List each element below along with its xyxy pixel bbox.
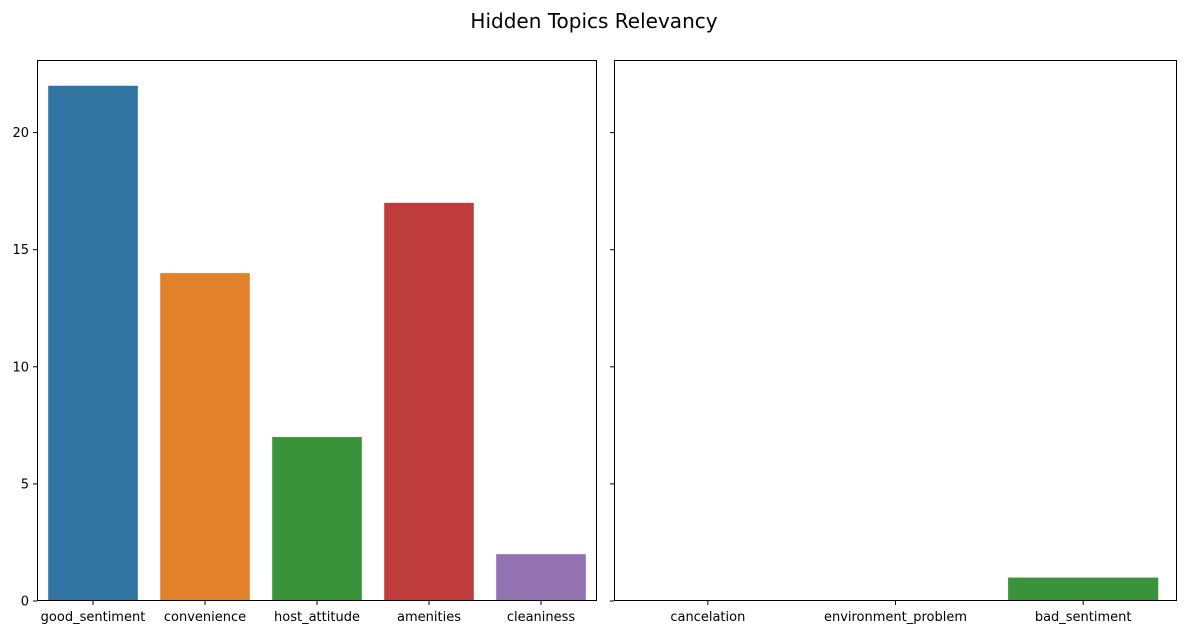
x-tick-label: amenities <box>397 610 461 625</box>
x-tick-label: environment_problem <box>824 610 967 625</box>
y-tick-label: 5 <box>21 477 29 492</box>
axes-frame <box>614 60 1177 601</box>
bar-good_sentiment <box>48 85 138 601</box>
bar-cleaniness <box>496 554 586 601</box>
left-panel: good_sentiment convenience host_attitude am… <box>12 60 597 625</box>
bar-amenities <box>384 202 474 602</box>
x-tick-label: bad_sentiment <box>1035 610 1132 625</box>
bar-convenience <box>160 273 250 601</box>
bar-bad_sentiment <box>1008 577 1159 601</box>
x-tick-label: good_sentiment <box>41 610 146 625</box>
y-tick-label: 10 <box>12 360 29 375</box>
bar-host_attitude <box>272 437 362 601</box>
axes-frame <box>37 60 597 601</box>
x-tick-label: cancelation <box>670 610 745 625</box>
x-tick-label: host_attitude <box>274 610 360 625</box>
x-tick-label: cleaniness <box>507 610 576 625</box>
y-tick-label: 20 <box>12 126 29 141</box>
y-tick-label: 0 <box>21 595 29 610</box>
y-tick-label: 15 <box>12 243 29 258</box>
chart-title: Hidden Topics Relevancy <box>470 9 717 33</box>
right-panel: cancelation environment_problem bad_sentim… <box>610 60 1177 625</box>
x-tick-label: convenience <box>164 610 246 625</box>
